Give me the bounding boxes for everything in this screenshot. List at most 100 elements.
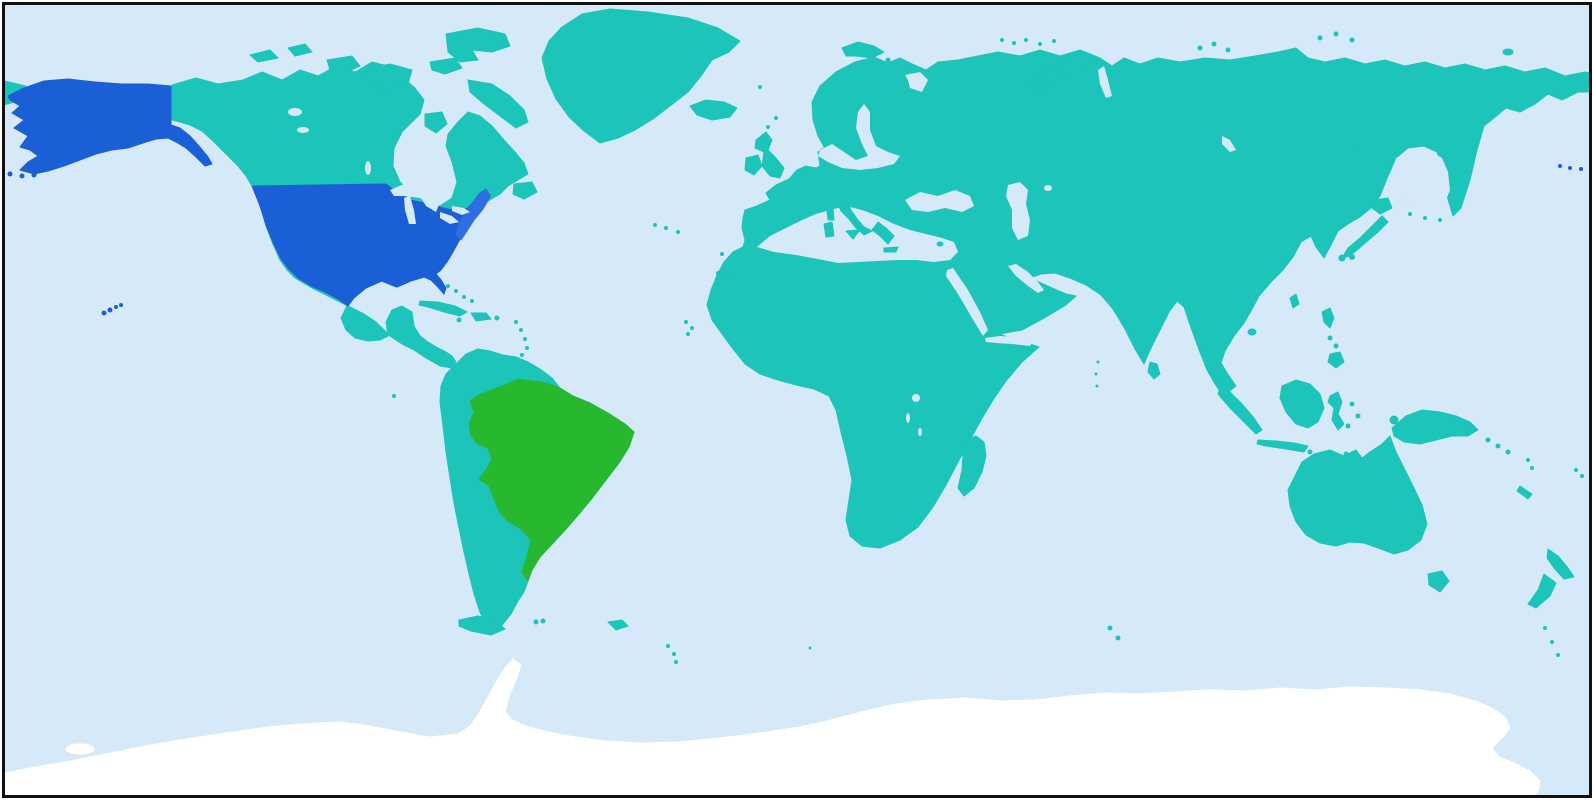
island-mindanao bbox=[1327, 351, 1345, 369]
aral-sea bbox=[1044, 185, 1052, 191]
island-galapagos bbox=[392, 394, 396, 398]
island-south-sandwich bbox=[672, 652, 676, 656]
island-azores bbox=[676, 230, 680, 234]
island-andaman bbox=[1202, 346, 1206, 350]
island-subantarctic bbox=[808, 646, 812, 650]
gulf-of-california bbox=[292, 280, 309, 322]
island-novaya-zemlya bbox=[1023, 59, 1095, 97]
island-wrangel bbox=[1502, 48, 1514, 56]
island-sulawesi bbox=[1327, 391, 1345, 431]
region-antarctica[interactable] bbox=[0, 658, 1541, 797]
island-kurils bbox=[1438, 218, 1442, 222]
us-alaska[interactable] bbox=[7, 78, 213, 175]
island-ellesmere bbox=[445, 27, 511, 63]
island-solomons bbox=[1495, 443, 1501, 449]
us-northeast[interactable] bbox=[455, 188, 491, 241]
island-vanuatu bbox=[1526, 458, 1530, 462]
island-subantarctic bbox=[1556, 653, 1560, 657]
island-antilles bbox=[519, 328, 523, 332]
island-corsica bbox=[826, 208, 835, 221]
region-oceania[interactable] bbox=[808, 435, 1584, 657]
island-banks bbox=[326, 55, 361, 74]
sea-of-okhotsk bbox=[1392, 150, 1450, 216]
region-united-states[interactable] bbox=[7, 78, 1593, 316]
lake-huron bbox=[420, 194, 440, 212]
island-kurils bbox=[1423, 216, 1427, 220]
island-bahamas bbox=[462, 295, 466, 299]
arctic-islet bbox=[249, 49, 279, 63]
ice-shelf bbox=[65, 743, 95, 755]
island-new-caledonia bbox=[1516, 485, 1533, 500]
island-canaries bbox=[732, 276, 736, 280]
region-australia[interactable] bbox=[1287, 435, 1428, 555]
lake-superior bbox=[390, 184, 428, 198]
region-afro-eurasia[interactable] bbox=[653, 31, 1594, 549]
island-antilles bbox=[525, 346, 529, 350]
us-aleutians bbox=[31, 172, 37, 178]
island-south-sandwich bbox=[674, 660, 678, 664]
island-new-siberian bbox=[1349, 37, 1355, 43]
antarctica-mainland[interactable] bbox=[0, 658, 1541, 797]
island-hainan bbox=[1247, 328, 1257, 336]
region-caribbean[interactable] bbox=[418, 284, 529, 357]
us-mainland[interactable] bbox=[251, 183, 491, 307]
island-bahamas bbox=[454, 289, 458, 293]
island-subantarctic bbox=[1550, 640, 1554, 644]
peninsula-italy bbox=[837, 199, 873, 236]
island-kerguelen bbox=[1115, 635, 1121, 641]
peninsula-greece bbox=[871, 221, 895, 245]
island-newfoundland bbox=[512, 181, 538, 200]
island-cuba bbox=[418, 300, 468, 317]
island-kyushu bbox=[1338, 254, 1346, 262]
arctic-islet bbox=[287, 43, 313, 57]
red-sea bbox=[946, 268, 988, 336]
island-svalbard bbox=[885, 57, 891, 63]
island-nz-south bbox=[1527, 573, 1557, 609]
island-kurils bbox=[1408, 212, 1412, 216]
island-vanuatu bbox=[1530, 466, 1534, 470]
island-bahamas bbox=[470, 299, 474, 303]
island-honshu bbox=[1341, 215, 1389, 259]
lake-tanganyika bbox=[906, 413, 910, 423]
island-cape-verde bbox=[686, 332, 690, 336]
island-falklands bbox=[540, 618, 546, 624]
island-devon bbox=[429, 57, 463, 75]
island-hokkaido bbox=[1371, 197, 1393, 215]
us-aleutians bbox=[1579, 167, 1583, 171]
island-baffin bbox=[467, 79, 529, 129]
gulf-of-ob bbox=[1098, 66, 1112, 98]
white-sea bbox=[905, 72, 928, 92]
island-puerto-rico bbox=[494, 315, 500, 321]
island-moluccas bbox=[1345, 423, 1351, 429]
lake-malawi bbox=[918, 428, 922, 436]
island-madeira bbox=[720, 252, 724, 256]
island-philippines bbox=[1327, 335, 1333, 341]
island-borneo bbox=[1279, 379, 1325, 429]
lake-ontario bbox=[452, 206, 470, 215]
island-birds-head bbox=[1389, 415, 1399, 425]
region-brazil[interactable] bbox=[468, 378, 635, 582]
us-aleutians bbox=[19, 173, 25, 179]
region-greenland[interactable] bbox=[541, 8, 741, 144]
gulf-of-aden bbox=[985, 336, 1034, 346]
mediterranean-sea bbox=[757, 206, 958, 263]
island-solomons bbox=[1485, 437, 1491, 443]
lake-michigan bbox=[404, 196, 416, 224]
island-azores bbox=[653, 223, 657, 227]
island-new-guinea bbox=[1391, 409, 1479, 445]
island-azores bbox=[664, 226, 668, 230]
island-faroe bbox=[766, 125, 770, 129]
island-philippines bbox=[1333, 343, 1339, 349]
island-maldives bbox=[1095, 384, 1099, 388]
island-bahamas bbox=[446, 284, 450, 288]
island-south-georgia bbox=[607, 619, 629, 631]
island-moluccas bbox=[1349, 401, 1355, 407]
island-franz-josef bbox=[1024, 38, 1028, 42]
island-antilles bbox=[523, 337, 527, 341]
island-sumatra bbox=[1217, 387, 1263, 435]
island-canaries bbox=[716, 271, 720, 275]
island-jan-mayen bbox=[758, 85, 762, 89]
